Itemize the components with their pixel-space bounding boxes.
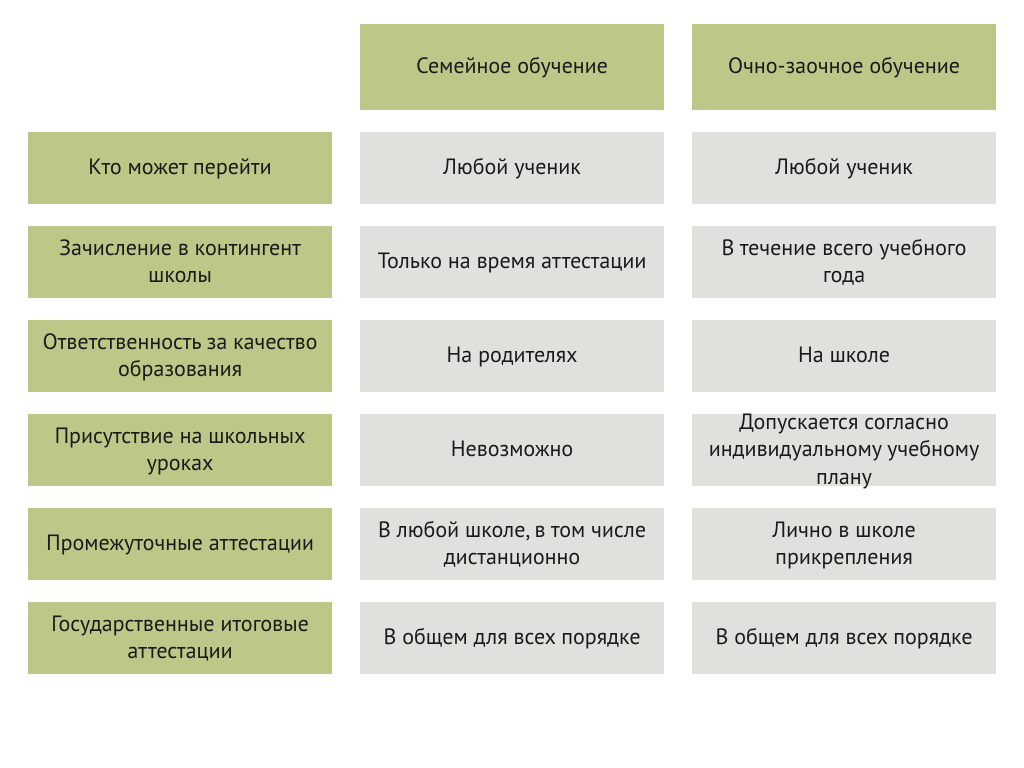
cell-0-0: Любой ученик [360, 132, 664, 204]
cell-4-1: Лично в школе прикрепления [692, 508, 996, 580]
row-header-1: Зачисление в контингент школы [28, 226, 332, 298]
cell-2-0: На родителях [360, 320, 664, 392]
row-header-4: Промежуточные аттестации [28, 508, 332, 580]
cell-1-0: Только на время аттестации [360, 226, 664, 298]
col-header-1: Семейное обучение [360, 24, 664, 110]
comparison-table: Семейное обучение Очно-заочное обучение Кт… [0, 0, 1024, 768]
cell-3-0: Невозможно [360, 414, 664, 486]
cell-1-1: В течение всего учебного года [692, 226, 996, 298]
cell-3-1: Допускается согласно индивидуальному уче… [692, 414, 996, 486]
cell-2-1: На школе [692, 320, 996, 392]
header-empty [28, 24, 332, 110]
row-header-5: Государственные итоговые аттестации [28, 602, 332, 674]
cell-0-1: Любой ученик [692, 132, 996, 204]
cell-5-0: В общем для всех порядке [360, 602, 664, 674]
cell-5-1: В общем для всех порядке [692, 602, 996, 674]
col-header-2: Очно-заочное обучение [692, 24, 996, 110]
row-header-3: Присутствие на школьных уроках [28, 414, 332, 486]
row-header-0: Кто может перейти [28, 132, 332, 204]
cell-4-0: В любой школе, в том числе дистанционно [360, 508, 664, 580]
row-header-2: Ответственность за качество образования [28, 320, 332, 392]
